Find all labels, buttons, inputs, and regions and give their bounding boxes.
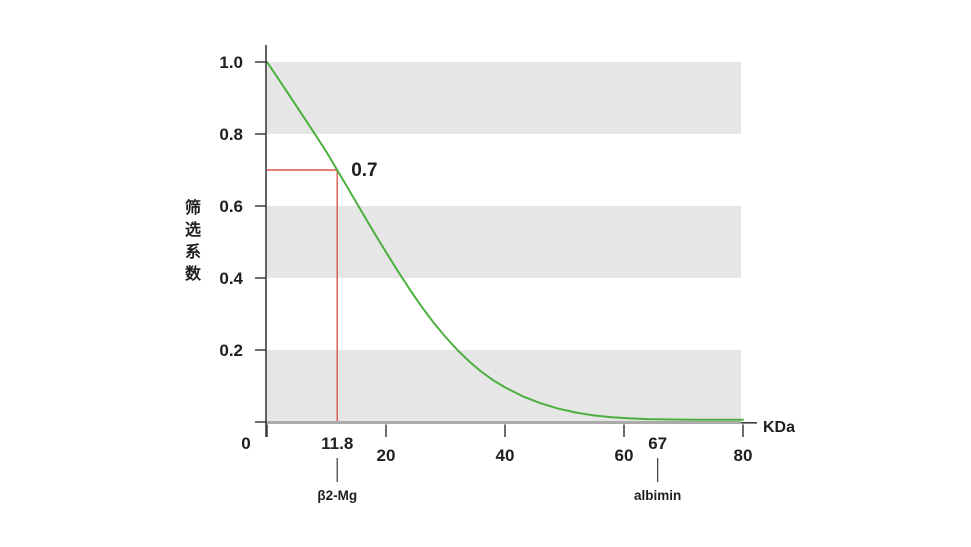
x-axis-baseline xyxy=(265,421,741,424)
y-tick-label: 1.0 xyxy=(219,53,243,72)
marker-label: albimin xyxy=(634,488,681,503)
y-tick-label: 0.6 xyxy=(219,197,243,216)
marker-label: β2-Mg xyxy=(317,488,357,503)
y-axis-title: 筛选系数 xyxy=(182,199,199,287)
x-axis-unit-label: KDa xyxy=(763,419,795,436)
y-tick-label: 0.8 xyxy=(219,125,243,144)
x-tick-label: 67 xyxy=(648,434,667,453)
x-tick-label: 20 xyxy=(377,446,396,465)
reference-band xyxy=(267,62,741,134)
x-tick-label: 40 xyxy=(496,446,515,465)
x-tick-label: 80 xyxy=(734,446,753,465)
x-tick-label: 0 xyxy=(241,434,250,453)
y-tick-label: 0.4 xyxy=(219,269,243,288)
reference-band xyxy=(267,206,741,278)
x-tick-label: 11.8 xyxy=(321,434,353,453)
x-tick-label: 60 xyxy=(615,446,634,465)
sieving-coefficient-curve xyxy=(266,61,744,421)
reference-value-label: 0.7 xyxy=(351,160,377,181)
y-tick-label: 0.2 xyxy=(219,341,243,360)
